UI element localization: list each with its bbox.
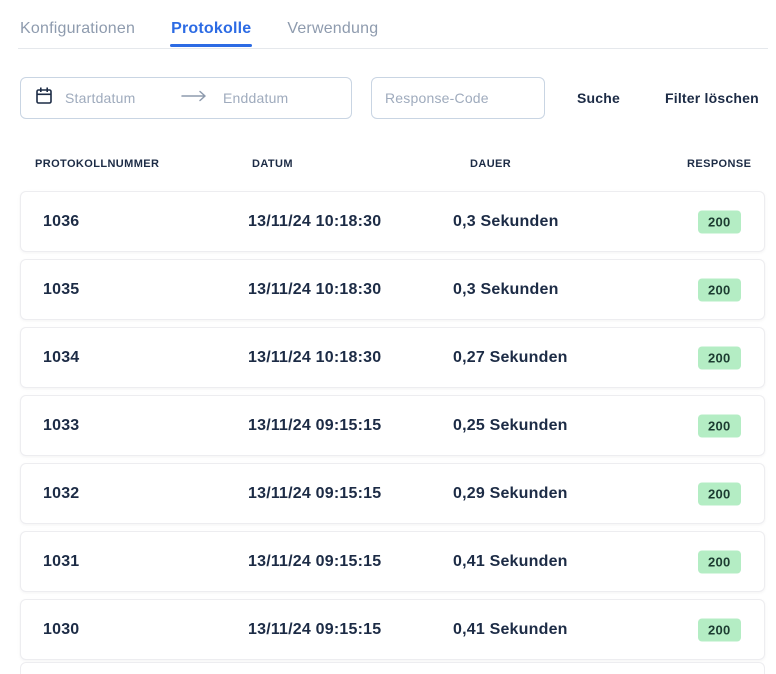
table-row[interactable]: 1034 13/11/24 10:18:30 0,27 Sekunden 200	[20, 327, 765, 388]
tab-bar: Konfigurationen Protokolle Verwendung	[20, 20, 378, 47]
table-header: Protokollnummer Datum Dauer Response	[0, 158, 776, 172]
cell-datum: 13/11/24 10:18:30	[248, 212, 382, 230]
cell-protokollnummer: 1031	[43, 552, 80, 570]
cell-datum: 13/11/24 10:18:30	[248, 348, 382, 366]
arrow-right-icon	[181, 89, 207, 107]
cell-protokollnummer: 1034	[43, 348, 80, 366]
end-date-field[interactable]: Enddatum	[223, 90, 289, 106]
cell-protokollnummer: 1033	[43, 416, 80, 434]
cell-dauer: 0,29 Sekunden	[453, 484, 568, 502]
cell-protokollnummer: 1030	[43, 620, 80, 638]
response-code-input[interactable]	[371, 77, 545, 119]
table-row[interactable]: 1036 13/11/24 10:18:30 0,3 Sekunden 200	[20, 191, 765, 252]
cell-datum: 13/11/24 10:18:30	[248, 280, 382, 298]
cell-dauer: 0,27 Sekunden	[453, 348, 568, 366]
clear-filters-button[interactable]: Filter löschen	[665, 77, 759, 119]
cell-datum: 13/11/24 09:15:15	[248, 552, 382, 570]
tab-verwendung[interactable]: Verwendung	[287, 20, 378, 47]
calendar-icon	[34, 86, 54, 111]
status-badge: 200	[698, 550, 741, 573]
status-badge: 200	[698, 414, 741, 437]
cell-dauer: 0,3 Sekunden	[453, 212, 559, 230]
cell-datum: 13/11/24 09:15:15	[248, 484, 382, 502]
table-row[interactable]: 1030 13/11/24 09:15:15 0,41 Sekunden 200	[20, 599, 765, 660]
cell-dauer: 0,41 Sekunden	[453, 620, 568, 638]
column-header-dauer: Dauer	[470, 158, 512, 170]
table-row[interactable]: 1032 13/11/24 09:15:15 0,29 Sekunden 200	[20, 463, 765, 524]
cell-protokollnummer: 1036	[43, 212, 80, 230]
status-badge: 200	[698, 278, 741, 301]
cell-dauer: 0,25 Sekunden	[453, 416, 568, 434]
cell-protokollnummer: 1035	[43, 280, 80, 298]
cell-datum: 13/11/24 09:15:15	[248, 620, 382, 638]
table-body: 1036 13/11/24 10:18:30 0,3 Sekunden 200 …	[20, 191, 765, 667]
tab-protokolle[interactable]: Protokolle	[170, 20, 253, 47]
cell-datum: 13/11/24 09:15:15	[248, 416, 382, 434]
tabbar-divider	[18, 48, 768, 49]
cell-dauer: 0,41 Sekunden	[453, 552, 568, 570]
column-header-response: Response	[687, 158, 752, 170]
cell-protokollnummer: 1032	[43, 484, 80, 502]
column-header-datum: Datum	[252, 158, 293, 170]
tab-konfigurationen[interactable]: Konfigurationen	[20, 20, 135, 47]
table-row[interactable]: 1035 13/11/24 10:18:30 0,3 Sekunden 200	[20, 259, 765, 320]
cell-dauer: 0,3 Sekunden	[453, 280, 559, 298]
table-row[interactable]: 1031 13/11/24 09:15:15 0,41 Sekunden 200	[20, 531, 765, 592]
start-date-field[interactable]: Startdatum	[65, 90, 136, 106]
table-row[interactable]: 1033 13/11/24 09:15:15 0,25 Sekunden 200	[20, 395, 765, 456]
status-badge: 200	[698, 346, 741, 369]
search-button[interactable]: Suche	[577, 77, 620, 119]
status-badge: 200	[698, 482, 741, 505]
status-badge: 200	[698, 618, 741, 641]
column-header-protokollnummer: Protokollnummer	[35, 158, 160, 170]
status-badge: 200	[698, 210, 741, 233]
date-range-picker[interactable]: Startdatum Enddatum	[20, 77, 352, 119]
